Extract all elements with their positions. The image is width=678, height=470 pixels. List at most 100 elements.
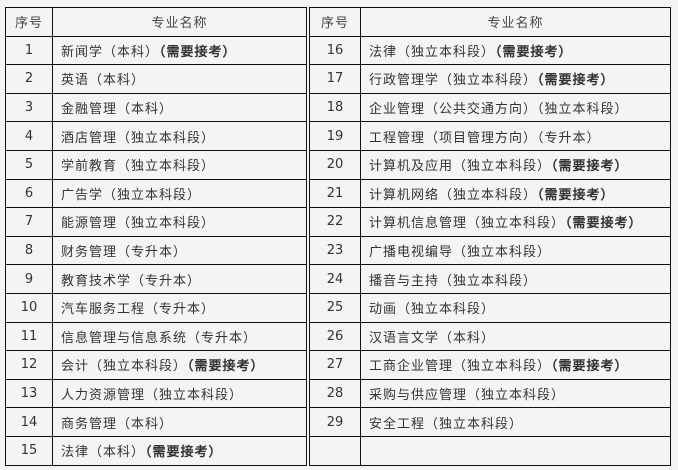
row-major: 金融管理（本科） bbox=[52, 92, 307, 123]
major-name: 能源管理（独立本科段） bbox=[61, 216, 216, 232]
row-major: 行政管理学（独立本科段）（需要接考） bbox=[360, 64, 671, 94]
row-major: 法律（独立本科段）（需要接考） bbox=[360, 35, 671, 66]
table-row: 26 汉语言文学（本科） bbox=[309, 321, 671, 352]
row-index: 8 bbox=[5, 235, 53, 266]
header-name: 专业名称 bbox=[52, 7, 307, 37]
row-major: 播音与主持（独立本科段） bbox=[360, 264, 671, 294]
row-index: 18 bbox=[309, 92, 361, 123]
table-row: 20 计算机及应用（独立本科段）（需要接考） bbox=[309, 149, 671, 180]
row-index: 5 bbox=[5, 149, 53, 180]
major-name: 教育技术学（专升本） bbox=[61, 273, 202, 289]
major-name: 汉语言文学（本科） bbox=[369, 330, 496, 346]
table-row: 2 英语（本科） bbox=[5, 64, 307, 94]
major-name: 工程管理（项目管理方向）（专升本） bbox=[369, 130, 601, 146]
table-row: 27 工商企业管理（独立本科段）（需要接考） bbox=[309, 350, 671, 380]
major-name: 采购与供应管理（独立本科段） bbox=[369, 388, 566, 404]
row-major: 人力资源管理（独立本科段） bbox=[52, 378, 307, 409]
major-name: 金融管理（本科） bbox=[61, 102, 174, 118]
majors-table-left: 序号 专业名称 1 新闻学（本科）（需要接考） 2 英语（本科） 3 金融管理（本科） 4 酒… bbox=[5, 7, 307, 466]
major-name: 法律（本科） bbox=[61, 445, 146, 461]
exam-note: （需要接考） bbox=[145, 445, 223, 461]
exam-note: （需要接考） bbox=[551, 159, 629, 175]
major-name: 汽车服务工程（专升本） bbox=[61, 302, 216, 318]
row-major bbox=[360, 435, 671, 466]
row-major: 计算机及应用（独立本科段）（需要接考） bbox=[360, 149, 671, 180]
table-row: 24 播音与主持（独立本科段） bbox=[309, 264, 671, 294]
row-index: 29 bbox=[309, 407, 361, 437]
table-row: 16 法律（独立本科段）（需要接考） bbox=[309, 35, 671, 66]
table-row bbox=[309, 435, 671, 466]
table-row: 10 汽车服务工程（专升本） bbox=[5, 292, 307, 323]
row-index: 9 bbox=[5, 264, 53, 294]
row-major: 汽车服务工程（专升本） bbox=[52, 292, 307, 323]
row-major: 企业管理（公共交通方向）（独立本科段） bbox=[360, 92, 671, 123]
major-name: 计算机及应用（独立本科段） bbox=[369, 159, 552, 175]
row-index: 13 bbox=[5, 378, 53, 409]
row-index: 27 bbox=[309, 350, 361, 380]
major-name: 企业管理（公共交通方向）（独立本科段） bbox=[369, 102, 629, 118]
major-name: 计算机信息管理（独立本科段） bbox=[369, 216, 566, 232]
table-row: 3 金融管理（本科） bbox=[5, 92, 307, 123]
table-row: 5 学前教育（独立本科段） bbox=[5, 149, 307, 180]
exam-note: （需要接考） bbox=[495, 44, 573, 60]
row-index: 24 bbox=[309, 264, 361, 294]
major-name: 财务管理（专升本） bbox=[61, 245, 188, 261]
exam-note: （需要接考） bbox=[537, 73, 615, 89]
exam-note: （需要接考） bbox=[187, 359, 265, 375]
row-index: 2 bbox=[5, 64, 53, 94]
row-index: 10 bbox=[5, 292, 53, 323]
row-index: 19 bbox=[309, 121, 361, 151]
major-name: 动画（独立本科段） bbox=[369, 302, 496, 318]
table-row: 1 新闻学（本科）（需要接考） bbox=[5, 35, 307, 66]
table-row: 17 行政管理学（独立本科段）（需要接考） bbox=[309, 64, 671, 94]
row-major: 会计（独立本科段）（需要接考） bbox=[52, 350, 307, 380]
header-row: 序号 专业名称 bbox=[5, 7, 307, 37]
row-index: 22 bbox=[309, 207, 361, 237]
row-index: 1 bbox=[5, 35, 53, 66]
exam-note: （需要接考） bbox=[551, 359, 629, 375]
table-row: 6 广告学（独立本科段） bbox=[5, 178, 307, 209]
major-name: 新闻学（本科） bbox=[61, 44, 160, 60]
row-index: 15 bbox=[5, 435, 53, 466]
row-index: 7 bbox=[5, 207, 53, 237]
row-major: 英语（本科） bbox=[52, 64, 307, 94]
row-index: 16 bbox=[309, 35, 361, 66]
row-index: 3 bbox=[5, 92, 53, 123]
row-major: 安全工程（独立本科段） bbox=[360, 407, 671, 437]
row-major: 教育技术学（专升本） bbox=[52, 264, 307, 294]
row-index: 14 bbox=[5, 407, 53, 437]
row-major: 动画（独立本科段） bbox=[360, 292, 671, 323]
row-index: 23 bbox=[309, 235, 361, 266]
row-major: 学前教育（独立本科段） bbox=[52, 149, 307, 180]
table-row: 22 计算机信息管理（独立本科段）（需要接考） bbox=[309, 207, 671, 237]
table-row: 19 工程管理（项目管理方向）（专升本） bbox=[309, 121, 671, 151]
major-name: 法律（独立本科段） bbox=[369, 44, 496, 60]
major-name: 广播电视编导（独立本科段） bbox=[369, 245, 552, 261]
row-major: 广告学（独立本科段） bbox=[52, 178, 307, 209]
table-row: 8 财务管理（专升本） bbox=[5, 235, 307, 266]
row-major: 酒店管理（独立本科段） bbox=[52, 121, 307, 151]
row-major: 法律（本科）（需要接考） bbox=[52, 435, 307, 466]
row-index: 12 bbox=[5, 350, 53, 380]
row-index: 11 bbox=[5, 321, 53, 352]
major-name: 人力资源管理（独立本科段） bbox=[61, 388, 244, 404]
major-name: 广告学（独立本科段） bbox=[61, 187, 202, 203]
exam-note: （需要接考） bbox=[565, 216, 643, 232]
exam-note: （需要接考） bbox=[159, 44, 237, 60]
major-name: 酒店管理（独立本科段） bbox=[61, 130, 216, 146]
row-index: 4 bbox=[5, 121, 53, 151]
row-major: 计算机网络（独立本科段）（需要接考） bbox=[360, 178, 671, 209]
table-row: 9 教育技术学（专升本） bbox=[5, 264, 307, 294]
row-index: 17 bbox=[309, 64, 361, 94]
table-row: 25 动画（独立本科段） bbox=[309, 292, 671, 323]
major-name: 学前教育（独立本科段） bbox=[61, 159, 216, 175]
major-name: 工商企业管理（独立本科段） bbox=[369, 359, 552, 375]
table-row: 18 企业管理（公共交通方向）（独立本科段） bbox=[309, 92, 671, 123]
major-name: 安全工程（独立本科段） bbox=[369, 416, 524, 432]
row-major: 采购与供应管理（独立本科段） bbox=[360, 378, 671, 409]
row-index: 21 bbox=[309, 178, 361, 209]
row-index: 25 bbox=[309, 292, 361, 323]
row-major: 工商企业管理（独立本科段）（需要接考） bbox=[360, 350, 671, 380]
row-index bbox=[309, 435, 361, 466]
exam-note: （需要接考） bbox=[537, 187, 615, 203]
